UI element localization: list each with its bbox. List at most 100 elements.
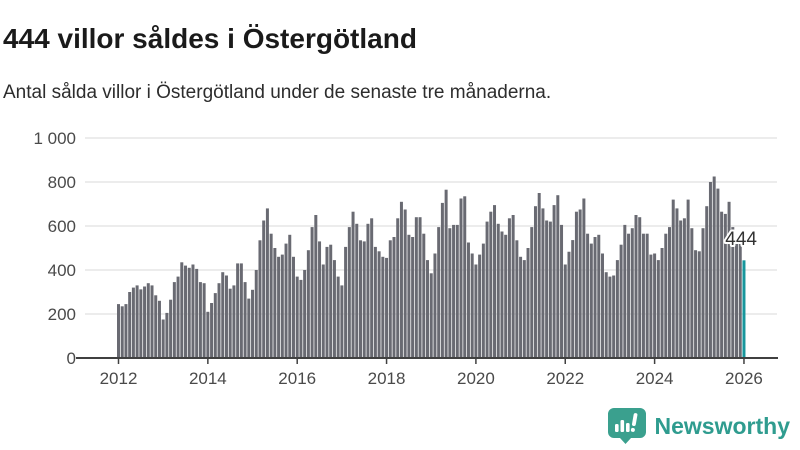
- bar: [131, 287, 135, 358]
- bar: [463, 196, 467, 358]
- bar: [265, 208, 269, 358]
- x-tick-label: 2018: [368, 369, 406, 388]
- bar: [198, 282, 202, 358]
- bar: [504, 234, 508, 358]
- bar: [318, 241, 322, 358]
- bar: [176, 276, 180, 358]
- bar: [191, 264, 195, 358]
- y-tick-label: 800: [48, 173, 76, 192]
- bar: [574, 211, 578, 358]
- bar: [370, 218, 374, 358]
- bar: [478, 254, 482, 358]
- x-tick-label: 2014: [189, 369, 227, 388]
- bar: [459, 198, 463, 358]
- x-axis-labels: 2012 2014 2016 2018 2020 2022 2024 2026: [100, 358, 763, 388]
- bar: [489, 211, 493, 358]
- bar: [600, 253, 604, 358]
- bar: [437, 227, 441, 358]
- bar: [221, 272, 225, 358]
- bar: [195, 268, 199, 358]
- bar: [381, 256, 385, 358]
- bar: [180, 262, 184, 358]
- bar: [280, 254, 284, 358]
- bar: [254, 270, 258, 358]
- bar: [251, 289, 255, 358]
- bar: [206, 311, 210, 358]
- bar: [589, 243, 593, 358]
- bar: [604, 272, 608, 358]
- bar: [563, 264, 567, 358]
- bar: [597, 234, 601, 358]
- bar: [232, 285, 236, 358]
- page-title: 444 villor såldes i Östergötland: [3, 22, 417, 54]
- bar: [329, 244, 333, 358]
- bars: [117, 176, 746, 358]
- bar: [712, 176, 716, 358]
- bar: [493, 205, 497, 358]
- bar: [608, 276, 612, 358]
- bar: [332, 260, 336, 358]
- bar: [694, 250, 698, 358]
- footer-branding: Newsworthy: [607, 404, 790, 448]
- bar: [273, 248, 277, 358]
- bar: [314, 215, 318, 358]
- bar: [682, 218, 686, 358]
- bar: [310, 227, 314, 358]
- y-tick-label: 400: [48, 261, 76, 280]
- bar: [444, 189, 448, 358]
- bar: [511, 215, 515, 358]
- x-tick-label: 2020: [457, 369, 495, 388]
- bar: [347, 227, 351, 358]
- bar: [586, 233, 590, 358]
- bar: [485, 221, 489, 358]
- bar: [150, 285, 154, 358]
- bar: [422, 233, 426, 358]
- bar: [366, 223, 370, 358]
- bar: [686, 199, 690, 358]
- bar: [455, 224, 459, 358]
- bar: [697, 251, 701, 358]
- bar: [530, 227, 534, 358]
- x-tick-label: 2012: [100, 369, 138, 388]
- bar: [593, 237, 597, 358]
- x-tick-label: 2016: [278, 369, 316, 388]
- bar: [519, 256, 523, 358]
- bar: [649, 254, 653, 358]
- bar: [515, 240, 519, 358]
- bar: [701, 228, 705, 358]
- bar: [262, 220, 266, 358]
- bar: [120, 306, 124, 358]
- bar: [634, 215, 638, 358]
- bar: [184, 265, 188, 358]
- bar: [135, 285, 139, 358]
- bar: [548, 221, 552, 358]
- bar: [668, 227, 672, 358]
- bar: [161, 319, 165, 358]
- bar: [128, 292, 132, 358]
- bar: [720, 211, 724, 358]
- bar: [258, 240, 262, 358]
- bar: [291, 256, 295, 358]
- bar: [671, 199, 675, 358]
- bar: [556, 195, 560, 358]
- bar: [124, 304, 128, 358]
- bar: [705, 206, 709, 358]
- bar: [545, 220, 549, 358]
- bar: [373, 246, 377, 358]
- bar: [452, 224, 456, 358]
- bar: [533, 206, 537, 358]
- bar: [414, 217, 418, 358]
- bar: [507, 218, 511, 358]
- bar: [623, 224, 627, 358]
- bar: [526, 248, 530, 358]
- bar: [433, 253, 437, 358]
- bar: [243, 282, 247, 358]
- y-tick-label: 600: [48, 217, 76, 236]
- y-axis-labels: 0 200 400 600 800 1 000: [33, 129, 76, 368]
- bar: [578, 209, 582, 358]
- bar: [481, 243, 485, 358]
- bar: [664, 233, 668, 358]
- bar: [117, 304, 120, 358]
